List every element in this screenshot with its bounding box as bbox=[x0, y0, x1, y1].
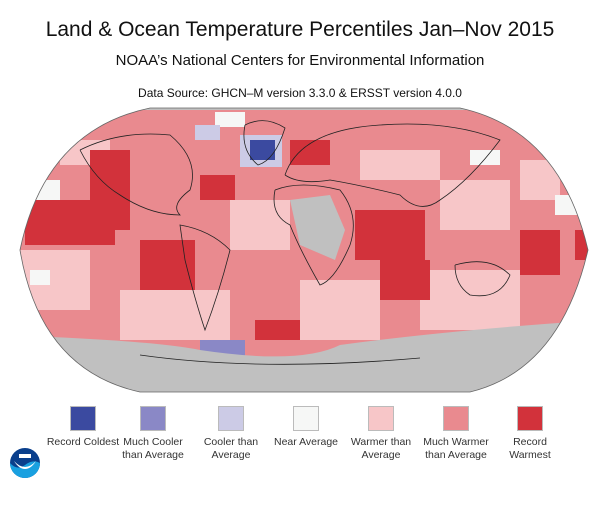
world-temperature-map bbox=[19, 107, 589, 393]
legend-label: Cooler than Average bbox=[203, 436, 259, 461]
legend-label: Much Cooler than Average bbox=[122, 436, 184, 461]
warmer-regions bbox=[20, 140, 560, 340]
antarctica-no-data bbox=[20, 320, 588, 392]
legend-item-warmer: Warmer than Average bbox=[336, 406, 426, 461]
data-source: Data Source: GHCN–M version 3.3.0 & ERSS… bbox=[138, 86, 462, 100]
legend-item-cooler: Cooler than Average bbox=[186, 406, 276, 461]
legend-label: Much Warmer than Average bbox=[423, 436, 489, 461]
arctic-no-data bbox=[20, 108, 588, 110]
legend-item-record-warmest: Record Warmest bbox=[495, 406, 565, 461]
legend-label: Record Warmest bbox=[509, 436, 551, 461]
legend-swatch bbox=[443, 406, 469, 431]
legend-item-much-warmer: Much Warmer than Average bbox=[416, 406, 496, 461]
map-border bbox=[19, 107, 589, 393]
legend-label: Warmer than Average bbox=[350, 436, 412, 461]
record-coldest-region bbox=[250, 140, 275, 160]
map-title: Land & Ocean Temperature Percentiles Jan… bbox=[45, 18, 555, 41]
legend-label: Near Average bbox=[273, 436, 338, 448]
legend-swatch bbox=[293, 406, 319, 431]
coastlines bbox=[79, 120, 511, 365]
map-subtitle: NOAA’s National Centers for Environmenta… bbox=[115, 52, 485, 69]
legend-label: Record Coldest bbox=[46, 436, 120, 448]
legend-swatch bbox=[368, 406, 394, 431]
noaa-logo-icon bbox=[10, 448, 40, 478]
legend-swatch bbox=[517, 406, 543, 431]
cooler-region bbox=[195, 125, 220, 140]
legend-swatch bbox=[70, 406, 96, 431]
legend-item-record-coldest: Record Coldest bbox=[38, 406, 128, 449]
legend-item-near-average: Near Average bbox=[271, 406, 341, 449]
legend-swatch bbox=[140, 406, 166, 431]
legend-item-much-cooler: Much Cooler than Average bbox=[113, 406, 193, 461]
legend-swatch bbox=[218, 406, 244, 431]
africa-no-data bbox=[290, 195, 345, 260]
